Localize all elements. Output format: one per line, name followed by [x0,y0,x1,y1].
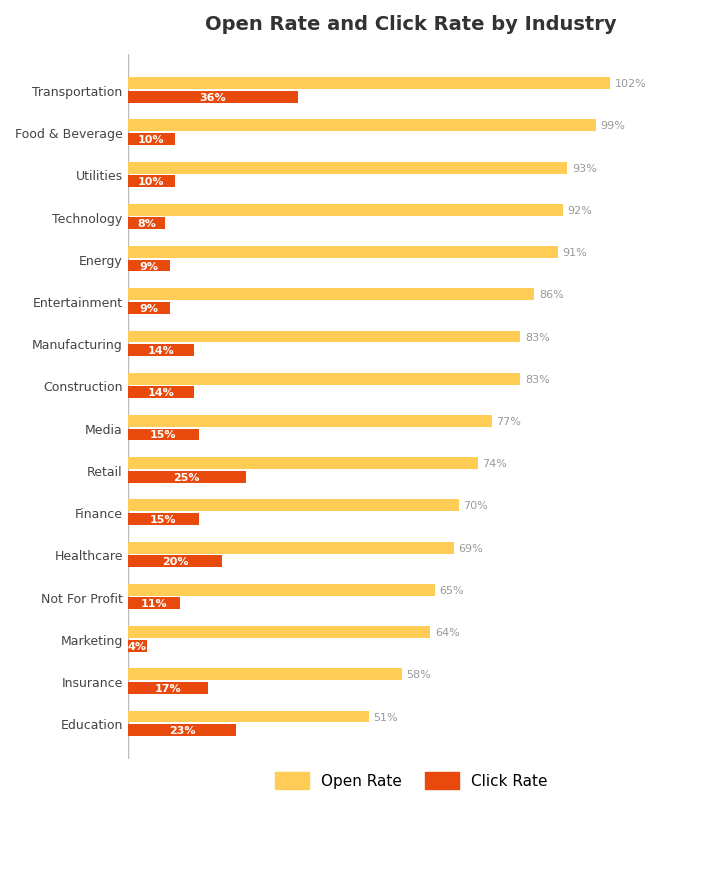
Text: 8%: 8% [137,219,156,229]
Bar [128,668,402,680]
Text: 83%: 83% [525,375,550,384]
Text: 36%: 36% [200,92,226,103]
Bar [128,500,459,512]
Text: 15%: 15% [150,430,176,440]
Bar [128,415,492,428]
Text: 93%: 93% [572,163,597,174]
Text: 51%: 51% [373,712,398,722]
Bar [128,91,297,103]
Bar [128,331,520,343]
Bar [128,261,170,272]
Bar [128,176,175,188]
Bar [128,627,430,638]
Bar [128,163,567,175]
Bar [128,584,435,596]
Bar [128,555,222,567]
Text: 77%: 77% [496,416,521,427]
Legend: Open Rate, Click Rate: Open Rate, Click Rate [260,756,562,805]
Text: 83%: 83% [525,332,550,342]
Text: 10%: 10% [138,135,165,145]
Text: 58%: 58% [407,669,432,680]
Text: 64%: 64% [435,627,459,637]
Bar [128,711,368,723]
Text: 17%: 17% [155,683,181,693]
Bar [128,289,534,301]
Text: 15%: 15% [150,514,176,524]
Bar [128,471,246,483]
Bar [128,598,180,609]
Text: 20%: 20% [162,556,188,567]
Bar [128,218,165,230]
Bar [128,387,194,399]
Bar [128,429,199,441]
Text: 10%: 10% [138,177,165,187]
Text: 9%: 9% [139,262,158,271]
Title: Open Rate and Click Rate by Industry: Open Rate and Click Rate by Industry [205,15,617,34]
Text: 70%: 70% [464,501,488,511]
Bar [128,682,208,694]
Text: 92%: 92% [567,206,592,216]
Bar [128,302,170,315]
Bar [128,542,454,554]
Text: 9%: 9% [139,303,158,314]
Bar [128,205,562,216]
Text: 23%: 23% [169,726,195,735]
Text: 11%: 11% [141,599,167,608]
Bar [128,640,146,652]
Bar [128,345,194,356]
Bar [128,120,596,132]
Text: 91%: 91% [562,248,587,258]
Text: 99%: 99% [601,121,626,131]
Text: 69%: 69% [459,543,484,553]
Bar [128,374,520,385]
Text: 86%: 86% [539,290,564,300]
Bar [128,247,558,259]
Bar [128,725,236,736]
Text: 4%: 4% [128,640,146,651]
Text: 102%: 102% [615,79,646,89]
Bar [128,514,199,525]
Text: 65%: 65% [439,585,464,595]
Text: 25%: 25% [173,472,200,482]
Text: 74%: 74% [482,459,507,468]
Bar [128,458,478,469]
Bar [128,78,610,90]
Text: 14%: 14% [148,388,174,398]
Bar [128,134,175,146]
Text: 14%: 14% [148,346,174,355]
